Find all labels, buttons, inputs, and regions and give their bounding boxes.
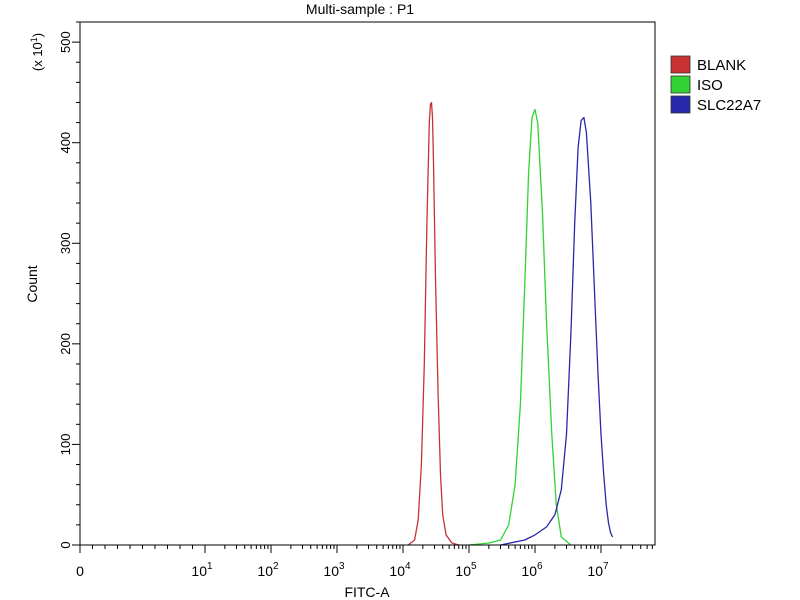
x-axis-label: FITC-A [344, 584, 390, 600]
x-tick-label: 105 [455, 561, 477, 579]
legend-swatch [670, 55, 691, 74]
series-line-slc22a7 [500, 116, 614, 546]
x-tick-label: 103 [323, 561, 345, 579]
y-tick-label: 300 [58, 232, 73, 254]
x-tick-label: 102 [257, 561, 279, 579]
legend: BLANK ISO SLC22A7 [670, 55, 761, 114]
series-line-blank [407, 101, 459, 546]
chart-title: Multi-sample : P1 [306, 1, 414, 17]
y-tick-label: 0 [58, 541, 73, 548]
y-tick-label: 200 [58, 333, 73, 355]
x-tick-label: 106 [521, 561, 543, 579]
x-tick-label: 107 [587, 561, 609, 579]
plot-frame [79, 21, 656, 546]
legend-swatch [670, 95, 691, 114]
x-tick-label: 101 [191, 561, 213, 579]
y-multiplier-exp: 1 [29, 37, 39, 42]
y-tick-label: 400 [58, 132, 73, 154]
x-tick-label: 104 [389, 561, 411, 579]
y-axis-label: Count [24, 265, 40, 302]
legend-label: SLC22A7 [697, 97, 761, 114]
y-multiplier-close: ) [30, 33, 45, 37]
series-lines [407, 101, 614, 546]
y-multiplier-text: (x 10 [30, 42, 45, 71]
legend-label: BLANK [697, 57, 746, 74]
y-tick-label: 100 [58, 434, 73, 456]
x-axis-ticks: 0 101 102 103 104 105 106 107 [76, 545, 653, 579]
x-tick-label: 0 [76, 563, 84, 579]
y-multiplier-label: (x 101) [29, 33, 45, 71]
legend-swatch [670, 75, 691, 94]
y-axis-ticks: 0 100 200 300 400 500 [58, 21, 80, 549]
series-line-iso [468, 108, 572, 546]
legend-label: ISO [697, 77, 723, 94]
y-tick-label: 500 [58, 31, 73, 53]
